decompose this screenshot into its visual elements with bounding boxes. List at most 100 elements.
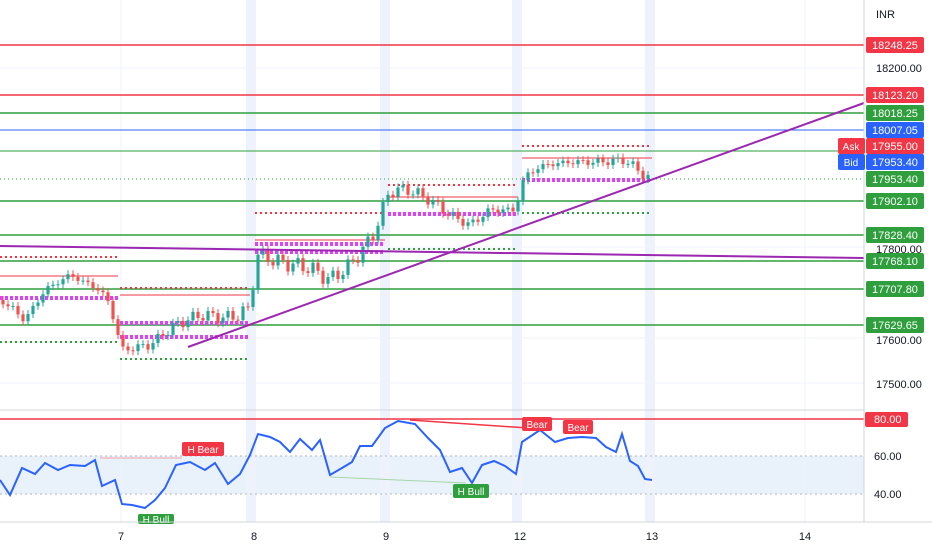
- candle-body: [86, 280, 90, 283]
- candle-body: [506, 207, 510, 210]
- candle-body: [396, 187, 400, 197]
- candle-body: [536, 169, 540, 173]
- candle-body: [431, 199, 435, 205]
- candle-body: [621, 157, 625, 164]
- candle-body: [341, 274, 345, 280]
- candle-body: [541, 164, 545, 170]
- horizontal-trendline[interactable]: [0, 245, 865, 259]
- candle-body: [286, 259, 290, 272]
- time-tick-8: 8: [251, 531, 257, 543]
- candle-body: [246, 306, 250, 308]
- candle-body: [386, 194, 390, 202]
- price-level-label: 17902.10: [866, 193, 924, 209]
- candle-body: [346, 259, 350, 275]
- svg-text:80.00: 80.00: [874, 414, 902, 426]
- candle-body: [136, 344, 140, 352]
- candle-body: [156, 333, 160, 344]
- candle-body: [81, 280, 85, 282]
- candle-body: [176, 320, 180, 323]
- candle-body: [456, 211, 460, 219]
- candle-body: [471, 219, 475, 223]
- price-level-label: 18123.20: [866, 87, 924, 103]
- candle-body: [91, 282, 95, 289]
- candle-body: [216, 313, 220, 324]
- candle-body: [366, 236, 370, 247]
- svg-text:40.00: 40.00: [874, 489, 902, 501]
- svg-text:60.00: 60.00: [874, 451, 902, 463]
- candle-body: [596, 158, 600, 163]
- candle-body: [51, 284, 55, 287]
- candle-body: [276, 254, 280, 266]
- candle-body: [126, 346, 130, 351]
- candle-body: [496, 209, 500, 213]
- candle-body: [636, 161, 640, 171]
- candle-body: [451, 211, 455, 216]
- candle-body: [61, 279, 65, 285]
- svg-text:17768.10: 17768.10: [872, 256, 918, 268]
- candle-body: [236, 319, 240, 321]
- candle-body: [446, 213, 450, 216]
- candle-body: [391, 194, 395, 197]
- candle-body: [1, 300, 5, 305]
- price-level-labels: 18248.25 18123.20 18018.25 18007.05 17955.00…: [838, 37, 924, 333]
- candle-body: [381, 201, 385, 226]
- candle-body: [46, 286, 50, 295]
- candle-body: [421, 188, 425, 197]
- candle-body: [21, 314, 25, 322]
- candle-body: [531, 172, 535, 174]
- candle-body: [351, 259, 355, 261]
- bear-divergence-line: [409, 419, 529, 429]
- svg-text:17707.80: 17707.80: [872, 284, 918, 296]
- candle-body: [576, 160, 580, 165]
- candle-body: [466, 222, 470, 226]
- rising-trendline[interactable]: [187, 102, 865, 348]
- price-level-label: 17768.10: [866, 253, 924, 269]
- time-tick-13: 13: [646, 531, 658, 543]
- candle-body: [641, 170, 645, 180]
- candle-body: [221, 317, 225, 324]
- candle-body: [291, 263, 295, 272]
- candle-body: [151, 343, 155, 350]
- candle-body: [146, 344, 150, 350]
- candle-body: [606, 162, 610, 166]
- time-axis: 7 8 9 12 13 14: [118, 531, 811, 543]
- candle-body: [261, 249, 265, 255]
- candle-body: [171, 322, 175, 335]
- candle-body: [301, 258, 305, 272]
- candle-body: [161, 333, 165, 337]
- candle-body: [376, 225, 380, 241]
- price-level-label: 17828.40: [866, 227, 924, 243]
- svg-text:17953.40: 17953.40: [872, 157, 918, 169]
- candle-body: [336, 270, 340, 280]
- time-tick-7: 7: [118, 531, 124, 543]
- candle-body: [66, 274, 70, 280]
- candle-body: [56, 284, 60, 286]
- candle-body: [131, 350, 135, 352]
- bid-tag: Bid: [838, 154, 865, 170]
- svg-text:H Bull: H Bull: [143, 515, 170, 526]
- candle-body: [551, 164, 555, 167]
- rsi-label-h-bear: H Bear: [182, 442, 224, 456]
- candle-body: [371, 236, 375, 241]
- candle-body: [96, 288, 100, 291]
- candle-body: [231, 310, 235, 320]
- candle-body: [356, 260, 360, 263]
- svg-text:H Bear: H Bear: [187, 445, 219, 456]
- candle-body: [591, 162, 595, 165]
- rsi-label-h-bull-1: H Bull: [453, 484, 489, 498]
- candle-body: [561, 160, 565, 164]
- candle-body: [211, 311, 215, 314]
- time-tick-14: 14: [799, 531, 811, 543]
- svg-text:18018.25: 18018.25: [872, 108, 918, 120]
- candle-body: [141, 344, 145, 346]
- candle-body: [476, 219, 480, 222]
- svg-text:18123.20: 18123.20: [872, 90, 918, 102]
- candle-body: [526, 172, 530, 181]
- price-level-label: 17707.80: [866, 281, 924, 297]
- price-tick: 17600.00: [876, 335, 922, 347]
- candle-body: [571, 163, 575, 165]
- candle-body: [296, 258, 300, 264]
